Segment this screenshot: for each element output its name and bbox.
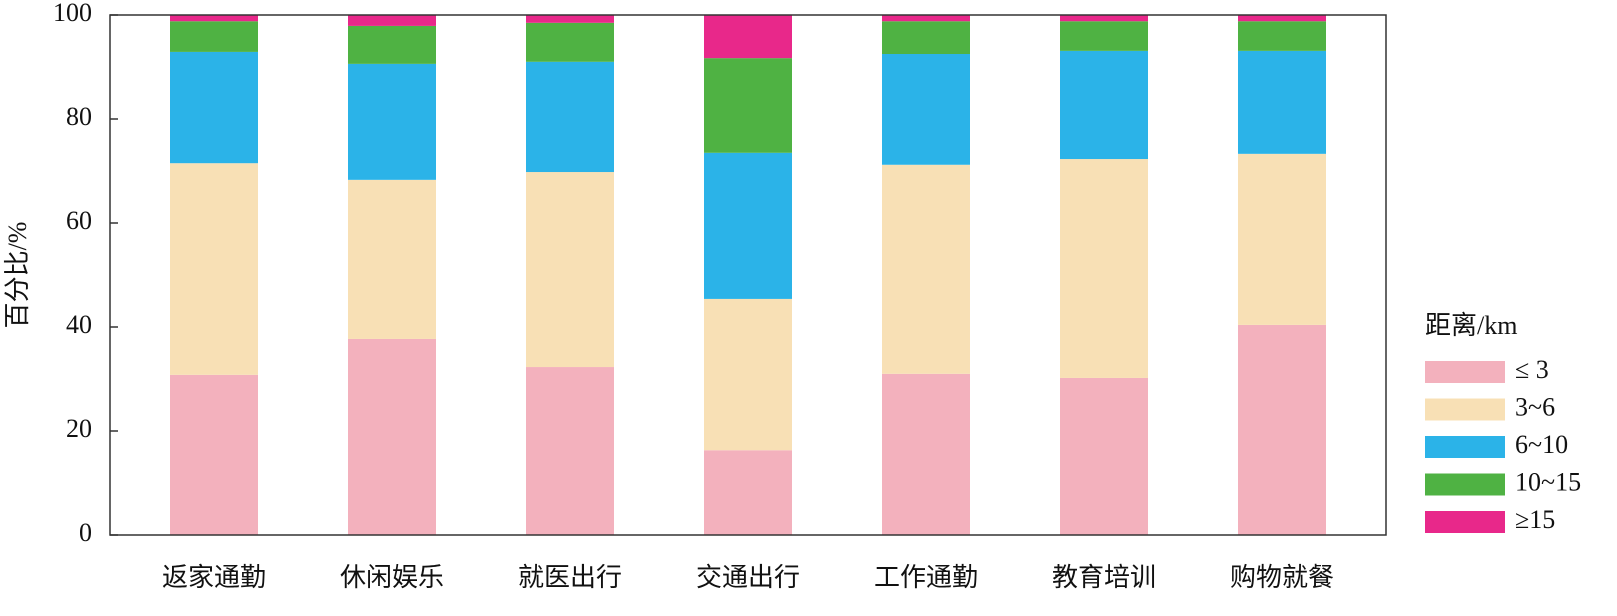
legend-label: 10~15 [1515,467,1581,496]
legend-swatch [1425,511,1505,533]
bar-segment [348,179,436,339]
legend-label: 3~6 [1515,392,1555,421]
bar-segment [1238,324,1326,535]
x-tick-label: 购物就餐 [1230,563,1334,592]
x-tick-label: 就医出行 [518,563,622,592]
bar-segment [1238,21,1326,51]
bar-segment [526,22,614,62]
y-tick-label: 0 [79,518,92,547]
bar-segment [1060,21,1148,51]
bar-segment [1238,153,1326,325]
bar-segment [1060,377,1148,535]
legend-label: 6~10 [1515,430,1568,459]
bar-segment [526,367,614,535]
bar-segment [1238,15,1326,22]
bar-segment [882,164,970,374]
bar-segment [704,15,792,59]
x-tick-label: 工作通勤 [874,563,978,592]
bar-segment [170,374,258,535]
y-tick-label: 80 [66,102,92,131]
legend-swatch [1425,473,1505,496]
bar-segment [526,172,614,368]
x-tick-label: 休闲娱乐 [340,563,444,592]
x-tick-label: 教育培训 [1052,563,1156,592]
bar-segment [170,51,258,164]
legend-swatch [1425,398,1505,421]
bar-segment [882,373,970,535]
bar-segment [348,25,436,64]
plot-frame [109,14,1387,536]
x-tick-label: 返家通勤 [162,563,266,592]
legend-swatch [1425,436,1505,458]
bar-segment [704,152,792,299]
bar-segment [170,21,258,52]
y-axis-title: 百分比/% [3,222,32,329]
bar-segment [1238,50,1326,154]
bar-segment [348,338,436,535]
bar-segment [1060,15,1148,22]
legend-swatch [1425,361,1505,383]
y-tick-label: 60 [66,206,92,235]
bar-segment [882,54,970,165]
legend-title: 距离/km [1425,311,1517,340]
bar-segment [348,63,436,180]
y-tick-label: 40 [66,310,92,339]
bar-segment [526,15,614,23]
bar-segment [704,450,792,535]
x-tick-label: 交通出行 [696,563,800,592]
bar-segment [1060,159,1148,378]
bar-segment [170,15,258,22]
legend-label: ≥15 [1515,505,1555,534]
bar-segment [704,58,792,153]
y-tick-label: 100 [53,0,92,27]
bar-segment [526,61,614,173]
bar-segment [1060,50,1148,160]
bar-segment [704,298,792,451]
bar-segment [882,15,970,22]
y-tick-label: 20 [66,414,92,443]
bar-segment [348,15,436,26]
bar-segment [170,163,258,375]
legend-label: ≤ 3 [1515,355,1549,384]
bar-segment [882,21,970,55]
